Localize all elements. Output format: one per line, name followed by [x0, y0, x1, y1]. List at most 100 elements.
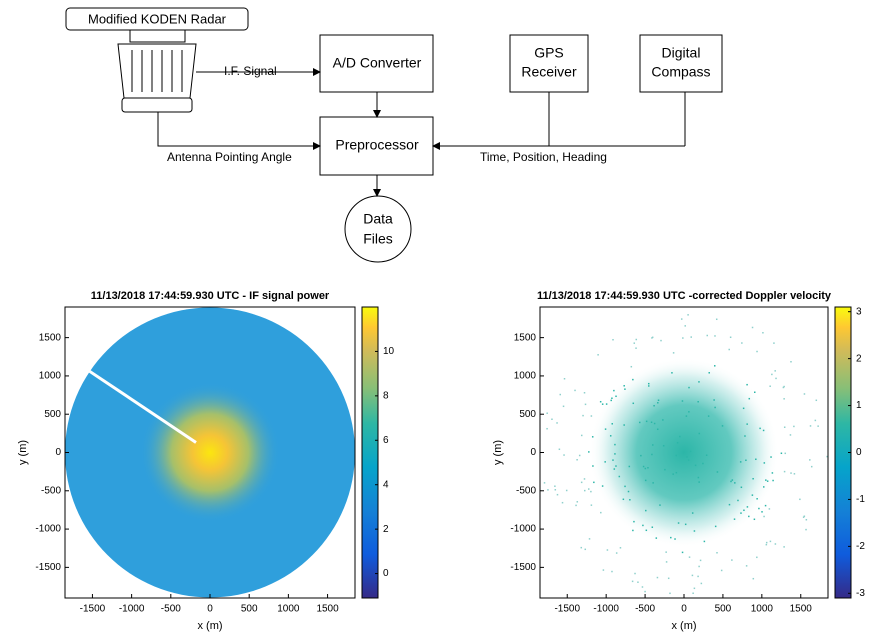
speckle [769, 508, 771, 510]
speckle [770, 456, 772, 458]
speckle [634, 573, 636, 575]
speckle [741, 342, 743, 344]
speckle [633, 521, 635, 523]
speckle [657, 429, 659, 431]
speckle [731, 559, 733, 561]
speckle [669, 593, 671, 595]
speckle [611, 397, 613, 399]
speckle [728, 349, 730, 351]
y-tick-label: -1000 [510, 524, 536, 535]
plot-panel: 11/13/2018 17:44:59.930 UTC - IF signal … [17, 290, 395, 632]
speckle [632, 581, 634, 583]
speckle [806, 519, 808, 521]
speckle [647, 467, 649, 469]
speckle [589, 538, 591, 540]
speckle [764, 462, 766, 464]
speckle [766, 542, 768, 544]
colorbar [362, 307, 378, 598]
y-axis-label: y (m) [17, 440, 29, 465]
speckle [616, 552, 618, 554]
speckle [584, 490, 586, 492]
x-tick-label: 500 [241, 604, 258, 615]
speckle [775, 378, 777, 380]
speckle [563, 454, 565, 456]
speckle [623, 385, 625, 387]
speckle [686, 415, 688, 417]
speckle [546, 412, 548, 414]
speckle [767, 480, 769, 482]
speckle [743, 510, 745, 512]
speckle [704, 541, 706, 543]
speckle [663, 445, 665, 447]
speckle [722, 425, 724, 427]
speckle [783, 546, 785, 548]
speckle [593, 482, 595, 484]
speckle [656, 537, 658, 539]
colorbar-tick-label: 6 [383, 435, 389, 446]
speckle [581, 547, 583, 549]
speckle [730, 481, 732, 483]
speckle [652, 482, 654, 484]
ad-converter-label: A/D Converter [333, 55, 422, 71]
speckle [810, 425, 812, 427]
speckle [698, 481, 700, 483]
speckle [631, 366, 633, 368]
speckle [576, 459, 578, 461]
colorbar-tick-label: 10 [383, 346, 395, 357]
speckle [562, 502, 564, 504]
speckle [612, 339, 614, 341]
colorbar-tick-label: -1 [856, 494, 865, 505]
speckle [695, 465, 697, 467]
speckle [744, 435, 746, 437]
y-tick-label: -500 [516, 485, 536, 496]
speckle [619, 476, 621, 478]
speckle [662, 419, 664, 421]
speckle [734, 518, 736, 520]
radar-label: Modified KODEN Radar [88, 11, 227, 26]
speckle [756, 498, 758, 500]
speckle [741, 487, 743, 489]
speckle [793, 426, 795, 428]
speckle [585, 549, 587, 551]
data-files-label: Data [363, 211, 393, 227]
radar-image [65, 308, 355, 598]
x-tick-label: 1500 [790, 604, 813, 615]
x-axis-label: x (m) [197, 620, 222, 632]
speckle [644, 591, 646, 593]
speckle [717, 471, 719, 473]
speckle [624, 388, 626, 390]
speckle [783, 398, 785, 400]
speckle [766, 544, 768, 546]
x-tick-label: 0 [207, 604, 213, 615]
speckle [557, 494, 559, 496]
speckle [605, 428, 607, 430]
speckle [629, 499, 631, 501]
x-tick-label: 1000 [751, 604, 774, 615]
plot-title: 11/13/2018 17:44:59.930 UTC -corrected D… [537, 290, 832, 302]
speckle [694, 530, 696, 532]
radar-image [544, 314, 828, 594]
speckle [697, 576, 699, 578]
edge-label: Time, Position, Heading [480, 150, 607, 164]
connector [549, 92, 685, 146]
speckle [659, 504, 661, 506]
speckle [747, 506, 749, 508]
colorbar-tick-label: 3 [856, 306, 862, 317]
speckle [761, 511, 763, 512]
speckle [770, 541, 772, 543]
x-tick-label: -500 [635, 604, 655, 615]
plot-panel: 11/13/2018 17:44:59.930 UTC -corrected D… [492, 290, 865, 632]
speckle [682, 552, 684, 554]
speckle [781, 453, 783, 455]
speckle [666, 561, 668, 563]
speckle [732, 479, 734, 481]
speckle [762, 332, 764, 334]
y-axis-label: y (m) [492, 440, 504, 465]
speckle [645, 468, 647, 470]
speckle [784, 471, 786, 473]
x-tick-label: -1000 [119, 604, 145, 615]
speckle [809, 459, 811, 461]
speckle [687, 314, 689, 316]
speckle [591, 504, 593, 506]
speckle [636, 339, 638, 341]
